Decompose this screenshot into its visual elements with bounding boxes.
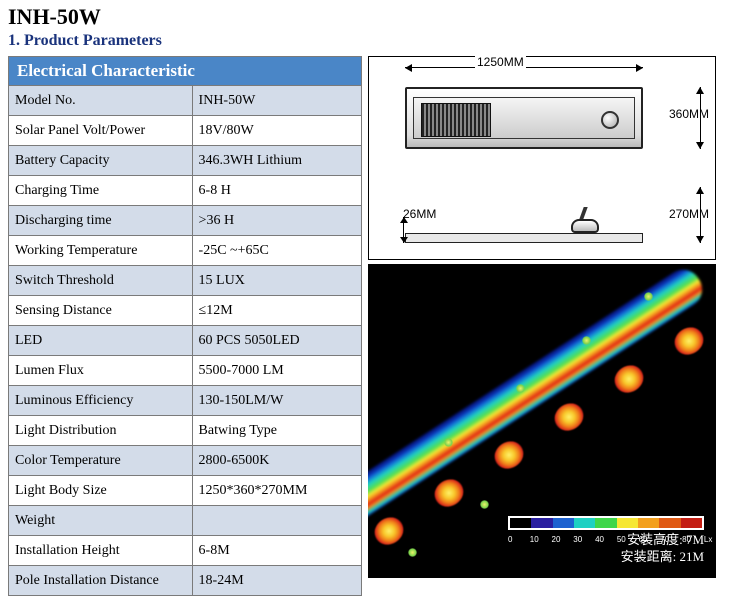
spec-value: [192, 506, 361, 536]
spec-label: Model No.: [9, 86, 193, 116]
table-row: Switch Threshold15 LUX: [9, 266, 362, 296]
colorbar-swatch: [659, 518, 680, 528]
spec-value: 6-8M: [192, 536, 361, 566]
spec-label: Switch Threshold: [9, 266, 193, 296]
spec-value: 130-150LM/W: [192, 386, 361, 416]
spill-dot-icon: [480, 500, 489, 509]
spec-label: Battery Capacity: [9, 146, 193, 176]
spec-label: Weight: [9, 506, 193, 536]
spec-label: Sensing Distance: [9, 296, 193, 326]
colorbar-swatch: [638, 518, 659, 528]
table-row: Pole Installation Distance18-24M: [9, 566, 362, 596]
spec-label: Luminous Efficiency: [9, 386, 193, 416]
install-distance-text: 安装距离: 21M: [621, 548, 704, 566]
spec-value: 346.3WH Lithium: [192, 146, 361, 176]
light-strip-gradient: [368, 264, 709, 529]
table-row: Luminous Efficiency130-150LM/W: [9, 386, 362, 416]
install-legend: 安装高度: 7M 安装距离: 21M: [621, 531, 704, 566]
spill-dot-icon: [516, 384, 525, 393]
spec-value: 18V/80W: [192, 116, 361, 146]
table-row: Sensing Distance≤12M: [9, 296, 362, 326]
dim-thickness-label: 26MM: [403, 207, 436, 221]
spec-value: 60 PCS 5050LED: [192, 326, 361, 356]
table-row: Light Body Size1250*360*270MM: [9, 476, 362, 506]
spec-label: Working Temperature: [9, 236, 193, 266]
hotspot-icon: [489, 436, 528, 474]
spec-value: >36 H: [192, 206, 361, 236]
colorbar-swatch: [531, 518, 552, 528]
spec-value: 18-24M: [192, 566, 361, 596]
table-row: Charging Time6-8 H: [9, 176, 362, 206]
spec-value: INH-50W: [192, 86, 361, 116]
spec-label: Installation Height: [9, 536, 193, 566]
table-row: Model No.INH-50W: [9, 86, 362, 116]
spill-dot-icon: [408, 548, 417, 557]
spec-value: -25C ~+65C: [192, 236, 361, 266]
table-row: Battery Capacity346.3WH Lithium: [9, 146, 362, 176]
table-row: Light DistributionBatwing Type: [9, 416, 362, 446]
table-row: Installation Height6-8M: [9, 536, 362, 566]
section-subtitle: 1. Product Parameters: [8, 32, 722, 50]
spill-dot-icon: [644, 292, 653, 301]
dimension-diagram: 1250MM 360MM 270MM 26MM: [368, 56, 716, 260]
colorbar: [508, 516, 704, 530]
spec-value: 2800-6500K: [192, 446, 361, 476]
colorbar-swatch: [553, 518, 574, 528]
main-row: Electrical Characteristic Model No.INH-5…: [8, 56, 722, 596]
spill-dot-icon: [582, 336, 591, 345]
spec-value: ≤12M: [192, 296, 361, 326]
colorbar-swatch: [595, 518, 616, 528]
product-front-view: [405, 87, 643, 149]
table-row: Lumen Flux5500-7000 LM: [9, 356, 362, 386]
colorbar-swatch: [617, 518, 638, 528]
spec-label: LED: [9, 326, 193, 356]
spec-label: Lumen Flux: [9, 356, 193, 386]
spec-value: Batwing Type: [192, 416, 361, 446]
spec-value: 6-8 H: [192, 176, 361, 206]
spec-table: Electrical Characteristic Model No.INH-5…: [8, 56, 362, 596]
table-row: LED60 PCS 5050LED: [9, 326, 362, 356]
spill-dot-icon: [444, 438, 453, 447]
table-row: Weight: [9, 506, 362, 536]
table-row: Working Temperature-25C ~+65C: [9, 236, 362, 266]
spec-label: Light Body Size: [9, 476, 193, 506]
hotspot-icon: [549, 398, 588, 436]
vent-grille-icon: [421, 103, 491, 137]
install-height-text: 安装高度: 7M: [621, 531, 704, 549]
spec-value: 5500-7000 LM: [192, 356, 361, 386]
spec-column: Electrical Characteristic Model No.INH-5…: [8, 56, 362, 596]
spec-label: Solar Panel Volt/Power: [9, 116, 193, 146]
table-row: Color Temperature2800-6500K: [9, 446, 362, 476]
mount-bracket-icon: [569, 203, 605, 233]
dim-depth-label: 270MM: [669, 207, 719, 221]
figure-column: 1250MM 360MM 270MM 26MM 0102030405060708…: [368, 56, 716, 596]
spec-label: Discharging time: [9, 206, 193, 236]
spec-table-header: Electrical Characteristic: [9, 57, 362, 86]
photometric-figure: 01020304050607080Lx 安装高度: 7M 安装距离: 21M: [368, 264, 716, 578]
colorbar-swatch: [681, 518, 702, 528]
spec-label: Color Temperature: [9, 446, 193, 476]
spec-label: Light Distribution: [9, 416, 193, 446]
table-row: Solar Panel Volt/Power18V/80W: [9, 116, 362, 146]
hotspot-icon: [369, 512, 408, 550]
colorbar-swatch: [510, 518, 531, 528]
spec-label: Charging Time: [9, 176, 193, 206]
table-row: Discharging time>36 H: [9, 206, 362, 236]
hotspot-icon: [669, 322, 708, 360]
spec-label: Pole Installation Distance: [9, 566, 193, 596]
product-side-view: [405, 233, 643, 243]
hotspot-icon: [429, 474, 468, 512]
colorbar-swatch: [574, 518, 595, 528]
product-title: INH-50W: [8, 4, 722, 30]
spec-value: 15 LUX: [192, 266, 361, 296]
spec-value: 1250*360*270MM: [192, 476, 361, 506]
dim-line-thickness: [403, 217, 404, 243]
dim-length-label: 1250MM: [475, 55, 526, 69]
hotspot-icon: [609, 360, 648, 398]
dim-height-label: 360MM: [669, 107, 719, 121]
sensor-knob-icon: [601, 111, 619, 129]
